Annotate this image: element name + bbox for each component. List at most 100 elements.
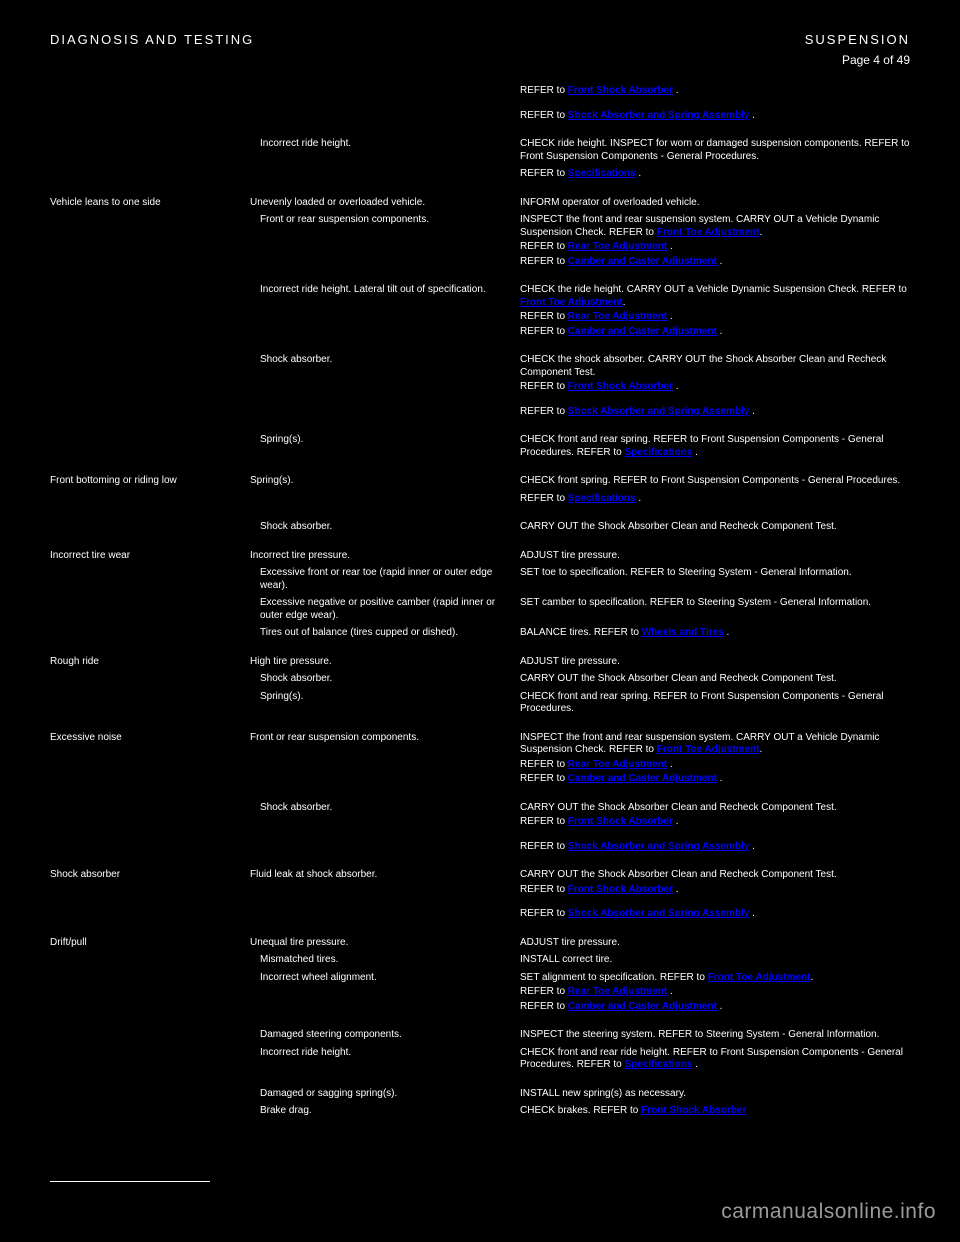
- reference-link[interactable]: Front Shock Absorber: [568, 816, 673, 827]
- reference-link[interactable]: Wheels and Tires: [642, 627, 724, 638]
- reference-link[interactable]: Front Shock Absorber: [568, 884, 673, 895]
- action-cell: REFER to Specifications .: [520, 168, 910, 181]
- action-cell: REFER to Rear Toe Adjustment .: [520, 986, 910, 999]
- condition-cell: Excessive noise: [50, 732, 250, 757]
- reference-link[interactable]: Camber and Caster Adjustment: [568, 1001, 717, 1012]
- row-spacer: [50, 788, 910, 802]
- condition-cell: [50, 1105, 250, 1118]
- reference-link[interactable]: Rear Toe Adjustment: [568, 986, 667, 997]
- row-spacer: [50, 831, 910, 841]
- action-suffix: .: [760, 227, 763, 238]
- table-row: Drift/pullUnequal tire pressure.ADJUST t…: [50, 937, 910, 950]
- reference-link[interactable]: Front Toe Adjustment: [657, 744, 760, 755]
- reference-link[interactable]: Front Shock Absorber: [568, 381, 673, 392]
- reference-link[interactable]: Rear Toe Adjustment: [568, 759, 667, 770]
- action-cell: REFER to Camber and Caster Adjustment .: [520, 326, 910, 339]
- cause-cell: [250, 493, 520, 506]
- action-text: REFER to: [520, 759, 568, 770]
- cause-cell: [250, 1001, 520, 1014]
- cause-cell: Incorrect tire pressure.: [250, 550, 520, 563]
- condition-cell: [50, 311, 250, 324]
- table-row: Excessive negative or positive camber (r…: [50, 597, 910, 622]
- cause-cell: Shock absorber.: [250, 673, 520, 686]
- action-cell: CARRY OUT the Shock Absorber Clean and R…: [520, 673, 910, 686]
- reference-link[interactable]: Shock Absorber and Spring Assembly: [568, 908, 750, 919]
- condition-cell: [50, 1001, 250, 1014]
- action-suffix: .: [692, 447, 698, 458]
- action-cell: CHECK the shock absorber. CARRY OUT the …: [520, 354, 910, 379]
- reference-link[interactable]: Front Toe Adjustment: [708, 972, 811, 983]
- row-spacer: [50, 461, 910, 475]
- action-cell: INSPECT the front and rear suspension sy…: [520, 732, 910, 757]
- action-suffix: .: [667, 986, 673, 997]
- action-text: REFER to: [520, 816, 568, 827]
- action-suffix: .: [749, 841, 755, 852]
- condition-cell: [50, 816, 250, 829]
- action-suffix: .: [667, 311, 673, 322]
- action-suffix: .: [673, 884, 679, 895]
- reference-link[interactable]: Specifications: [624, 447, 692, 458]
- action-suffix: .: [749, 908, 755, 919]
- reference-link[interactable]: Specifications: [568, 168, 636, 179]
- condition-cell: [50, 884, 250, 897]
- reference-link[interactable]: Shock Absorber and Spring Assembly: [568, 110, 750, 121]
- condition-cell: [50, 673, 250, 686]
- row-spacer: [50, 642, 910, 656]
- reference-link[interactable]: Shock Absorber and Spring Assembly: [568, 841, 750, 852]
- reference-link[interactable]: Camber and Caster Adjustment: [568, 256, 717, 267]
- action-text: REFER to: [520, 493, 568, 504]
- table-row: Incorrect ride height.CHECK ride height.…: [50, 138, 910, 163]
- action-text: REFER to: [520, 241, 568, 252]
- condition-cell: [50, 841, 250, 854]
- action-cell: REFER to Shock Absorber and Spring Assem…: [520, 110, 910, 123]
- reference-link[interactable]: Camber and Caster Adjustment: [568, 326, 717, 337]
- page-number: Page 4 of 49: [50, 53, 910, 67]
- action-text: REFER to: [520, 884, 568, 895]
- condition-cell: [50, 138, 250, 163]
- cause-cell: [250, 110, 520, 123]
- action-suffix: .: [760, 744, 763, 755]
- cause-cell: Incorrect ride height.: [250, 138, 520, 163]
- cause-cell: Front or rear suspension components.: [250, 214, 520, 239]
- action-cell: CHECK ride height. INSPECT for worn or d…: [520, 138, 910, 163]
- action-text: CHECK front and rear ride height. REFER …: [520, 1047, 903, 1071]
- reference-link[interactable]: Rear Toe Adjustment: [568, 311, 667, 322]
- condition-cell: [50, 1047, 250, 1072]
- reference-link[interactable]: Camber and Caster Adjustment: [568, 773, 717, 784]
- table-row: REFER to Camber and Caster Adjustment .: [50, 773, 910, 786]
- reference-link[interactable]: Specifications: [568, 493, 636, 504]
- action-text: REFER to: [520, 326, 568, 337]
- cause-cell: [250, 841, 520, 854]
- condition-cell: [50, 493, 250, 506]
- condition-cell: [50, 759, 250, 772]
- condition-cell: [50, 284, 250, 309]
- page-container: DIAGNOSIS AND TESTING SUSPENSION Page 4 …: [0, 0, 960, 1160]
- cause-cell: [250, 311, 520, 324]
- reference-link[interactable]: Front Toe Adjustment: [520, 297, 623, 308]
- cause-cell: Damaged steering components.: [250, 1029, 520, 1042]
- row-spacer: [50, 420, 910, 434]
- reference-link[interactable]: Front Shock Absorber: [568, 85, 673, 96]
- action-cell: REFER to Rear Toe Adjustment .: [520, 759, 910, 772]
- row-spacer: [50, 536, 910, 550]
- table-row: REFER to Specifications .: [50, 493, 910, 506]
- condition-cell: [50, 627, 250, 640]
- table-row: Damaged steering components.INSPECT the …: [50, 1029, 910, 1042]
- condition-cell: [50, 381, 250, 394]
- action-cell: REFER to Rear Toe Adjustment .: [520, 311, 910, 324]
- table-row: REFER to Shock Absorber and Spring Assem…: [50, 406, 910, 419]
- reference-link[interactable]: Shock Absorber and Spring Assembly: [568, 406, 750, 417]
- reference-link[interactable]: Front Toe Adjustment: [657, 227, 760, 238]
- condition-cell: [50, 986, 250, 999]
- reference-link[interactable]: Rear Toe Adjustment: [568, 241, 667, 252]
- cause-cell: [250, 759, 520, 772]
- reference-link[interactable]: Front Shock Absorber: [641, 1105, 746, 1116]
- table-row: Rough rideHigh tire pressure.ADJUST tire…: [50, 656, 910, 669]
- reference-link[interactable]: Specifications: [624, 1059, 692, 1070]
- action-cell: REFER to Camber and Caster Adjustment .: [520, 256, 910, 269]
- row-spacer: [50, 183, 910, 197]
- cause-cell: Incorrect wheel alignment.: [250, 972, 520, 985]
- cause-cell: Spring(s).: [250, 434, 520, 459]
- table-row: REFER to Rear Toe Adjustment .: [50, 986, 910, 999]
- cause-cell: Front or rear suspension components.: [250, 732, 520, 757]
